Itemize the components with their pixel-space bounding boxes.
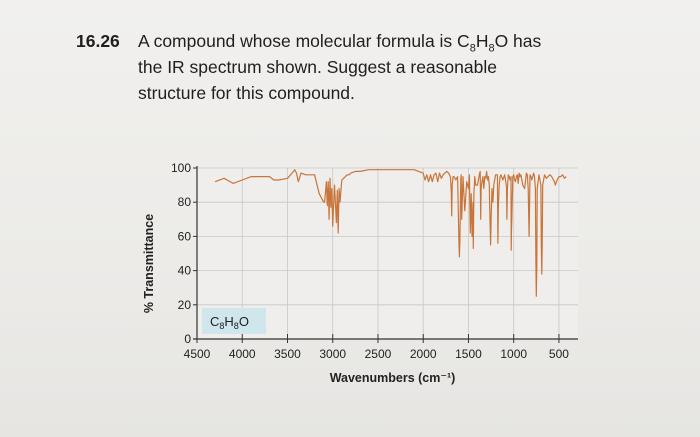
problem-statement: A compound whose molecular formula is C8… [138, 28, 658, 106]
formula-h: H [475, 31, 489, 51]
y-axis-ticks: 0 20 40 60 80 100 [171, 161, 197, 346]
x-tick-label: 1000 [500, 347, 527, 361]
problem-line-1-prefix: A compound whose molecular formula is C [138, 31, 470, 51]
y-tick-label: 60 [178, 229, 192, 243]
formula-subscript-c: 8 [469, 42, 476, 55]
spectrum-line [214, 169, 567, 297]
x-tick-label: 2000 [410, 347, 437, 361]
y-tick-label: 80 [178, 195, 192, 209]
problem-line-3: structure for this compound. [138, 83, 355, 103]
y-axis-title: % Transmittance [142, 214, 156, 313]
x-tick-label: 3500 [274, 347, 301, 361]
x-tick-label: 3000 [319, 347, 346, 361]
x-axis-ticks: 4500 4000 3500 3000 2500 2000 1500 1000 500 [184, 334, 569, 361]
x-tick-label: 4500 [184, 347, 211, 361]
problem-line-2: the IR spectrum shown. Suggest a reasona… [138, 57, 497, 77]
compound-label-box: C8H8O [202, 308, 266, 334]
problem-line-1: A compound whose molecular formula is C8… [138, 28, 658, 54]
x-tick-label: 4000 [229, 347, 256, 361]
y-tick-label: 0 [184, 332, 191, 346]
problem-number: 16.26 [76, 31, 120, 51]
label-box-bg [202, 308, 266, 334]
y-tick-label: 20 [178, 298, 192, 312]
problem-line-1-suffix: O has [494, 31, 542, 51]
x-tick-label: 1500 [455, 347, 482, 361]
x-tick-label: 2500 [365, 347, 392, 361]
x-axis-title: Wavenumbers (cm⁻¹) [330, 371, 456, 385]
compound-formula: C8H8O [210, 314, 249, 331]
y-tick-label: 100 [171, 161, 191, 175]
formula-subscript-h: 8 [488, 42, 495, 55]
y-tick-label: 40 [178, 264, 192, 278]
x-tick-label: 500 [549, 347, 569, 361]
